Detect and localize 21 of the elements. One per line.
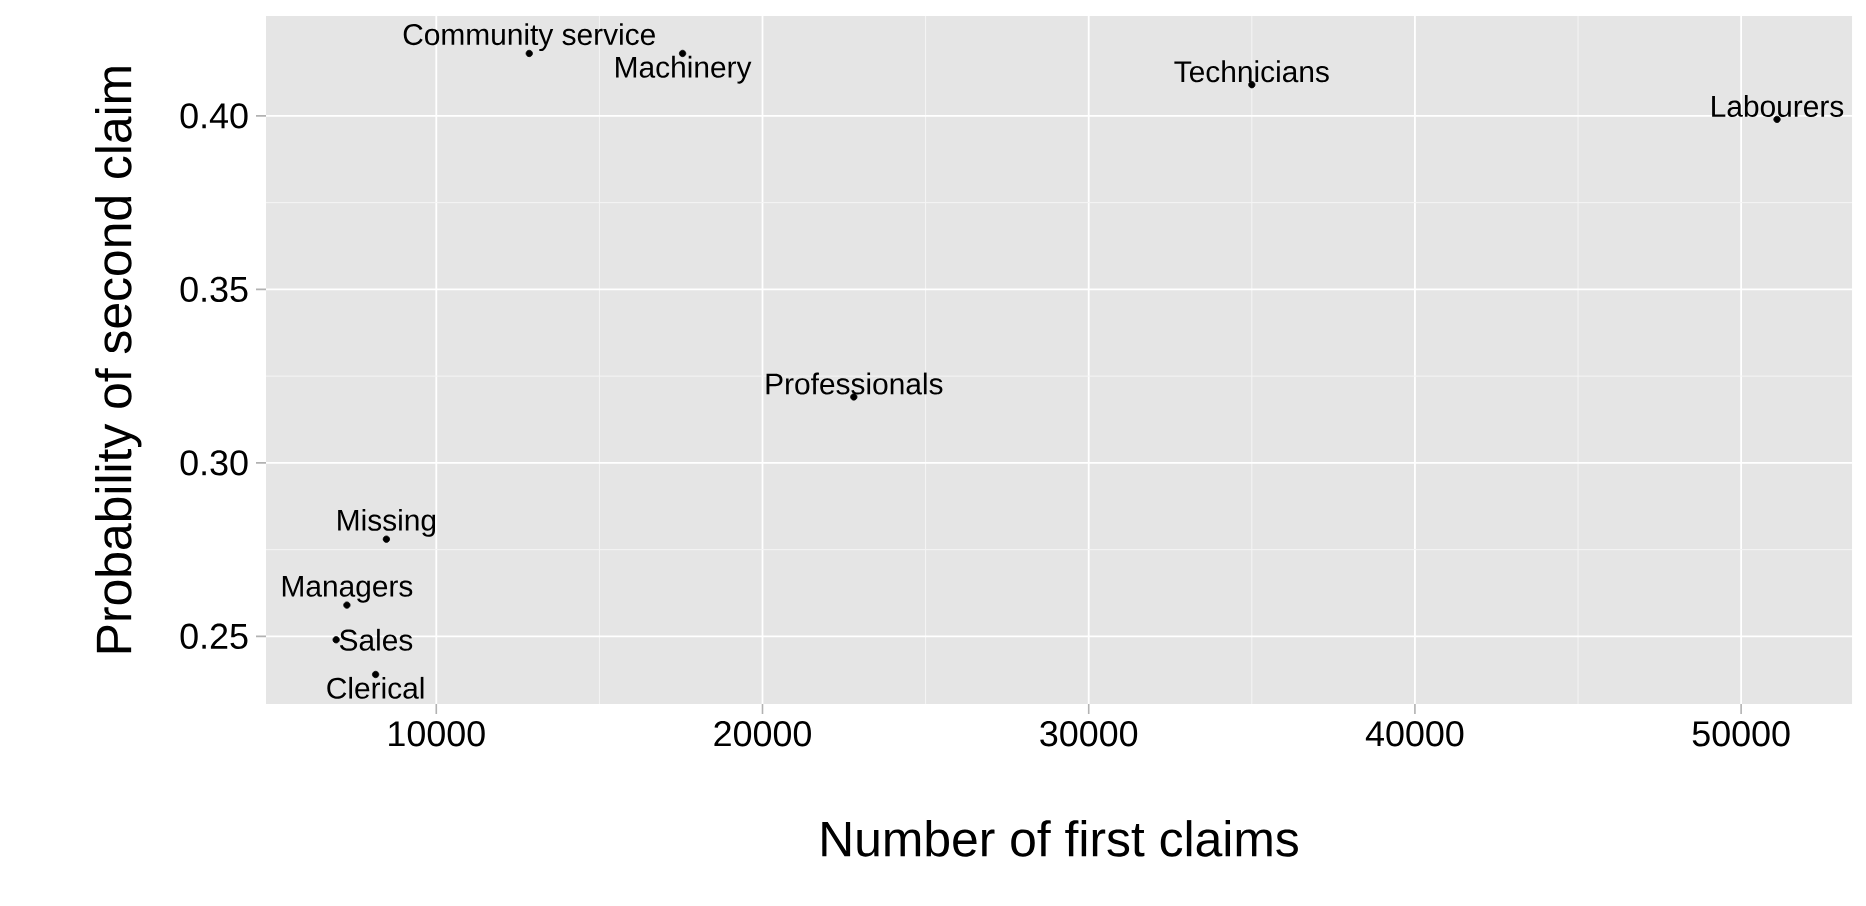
x-tick-label: 50000 [1692, 721, 1790, 747]
x-tick-label: 10000 [389, 721, 485, 747]
y-tick-label: 0.30 [180, 450, 248, 476]
y-tick-label: 0.25 [180, 623, 248, 650]
series-label: Clerical [327, 676, 424, 699]
series-label: Managers [282, 575, 413, 603]
y-tick-label: 0.35 [180, 276, 248, 303]
series-label: Professionals [766, 372, 943, 395]
x-tick-label: 30000 [1040, 721, 1138, 747]
series-label: Machinery [616, 55, 752, 84]
series-label: Missing [338, 508, 436, 537]
series-label: Sales [339, 628, 413, 651]
x-tick-label: 40000 [1365, 721, 1464, 747]
series-label: Labourers [1712, 95, 1844, 117]
x-axis-title: Number of first claims [822, 820, 1298, 857]
x-tick-label: 20000 [714, 721, 811, 747]
y-tick-label: 0.40 [180, 103, 248, 129]
y-axis-title: Probability of second claim [95, 67, 142, 653]
series-label: Technicians [1174, 60, 1329, 83]
point [332, 636, 340, 644]
series-label: Community service [403, 23, 655, 52]
